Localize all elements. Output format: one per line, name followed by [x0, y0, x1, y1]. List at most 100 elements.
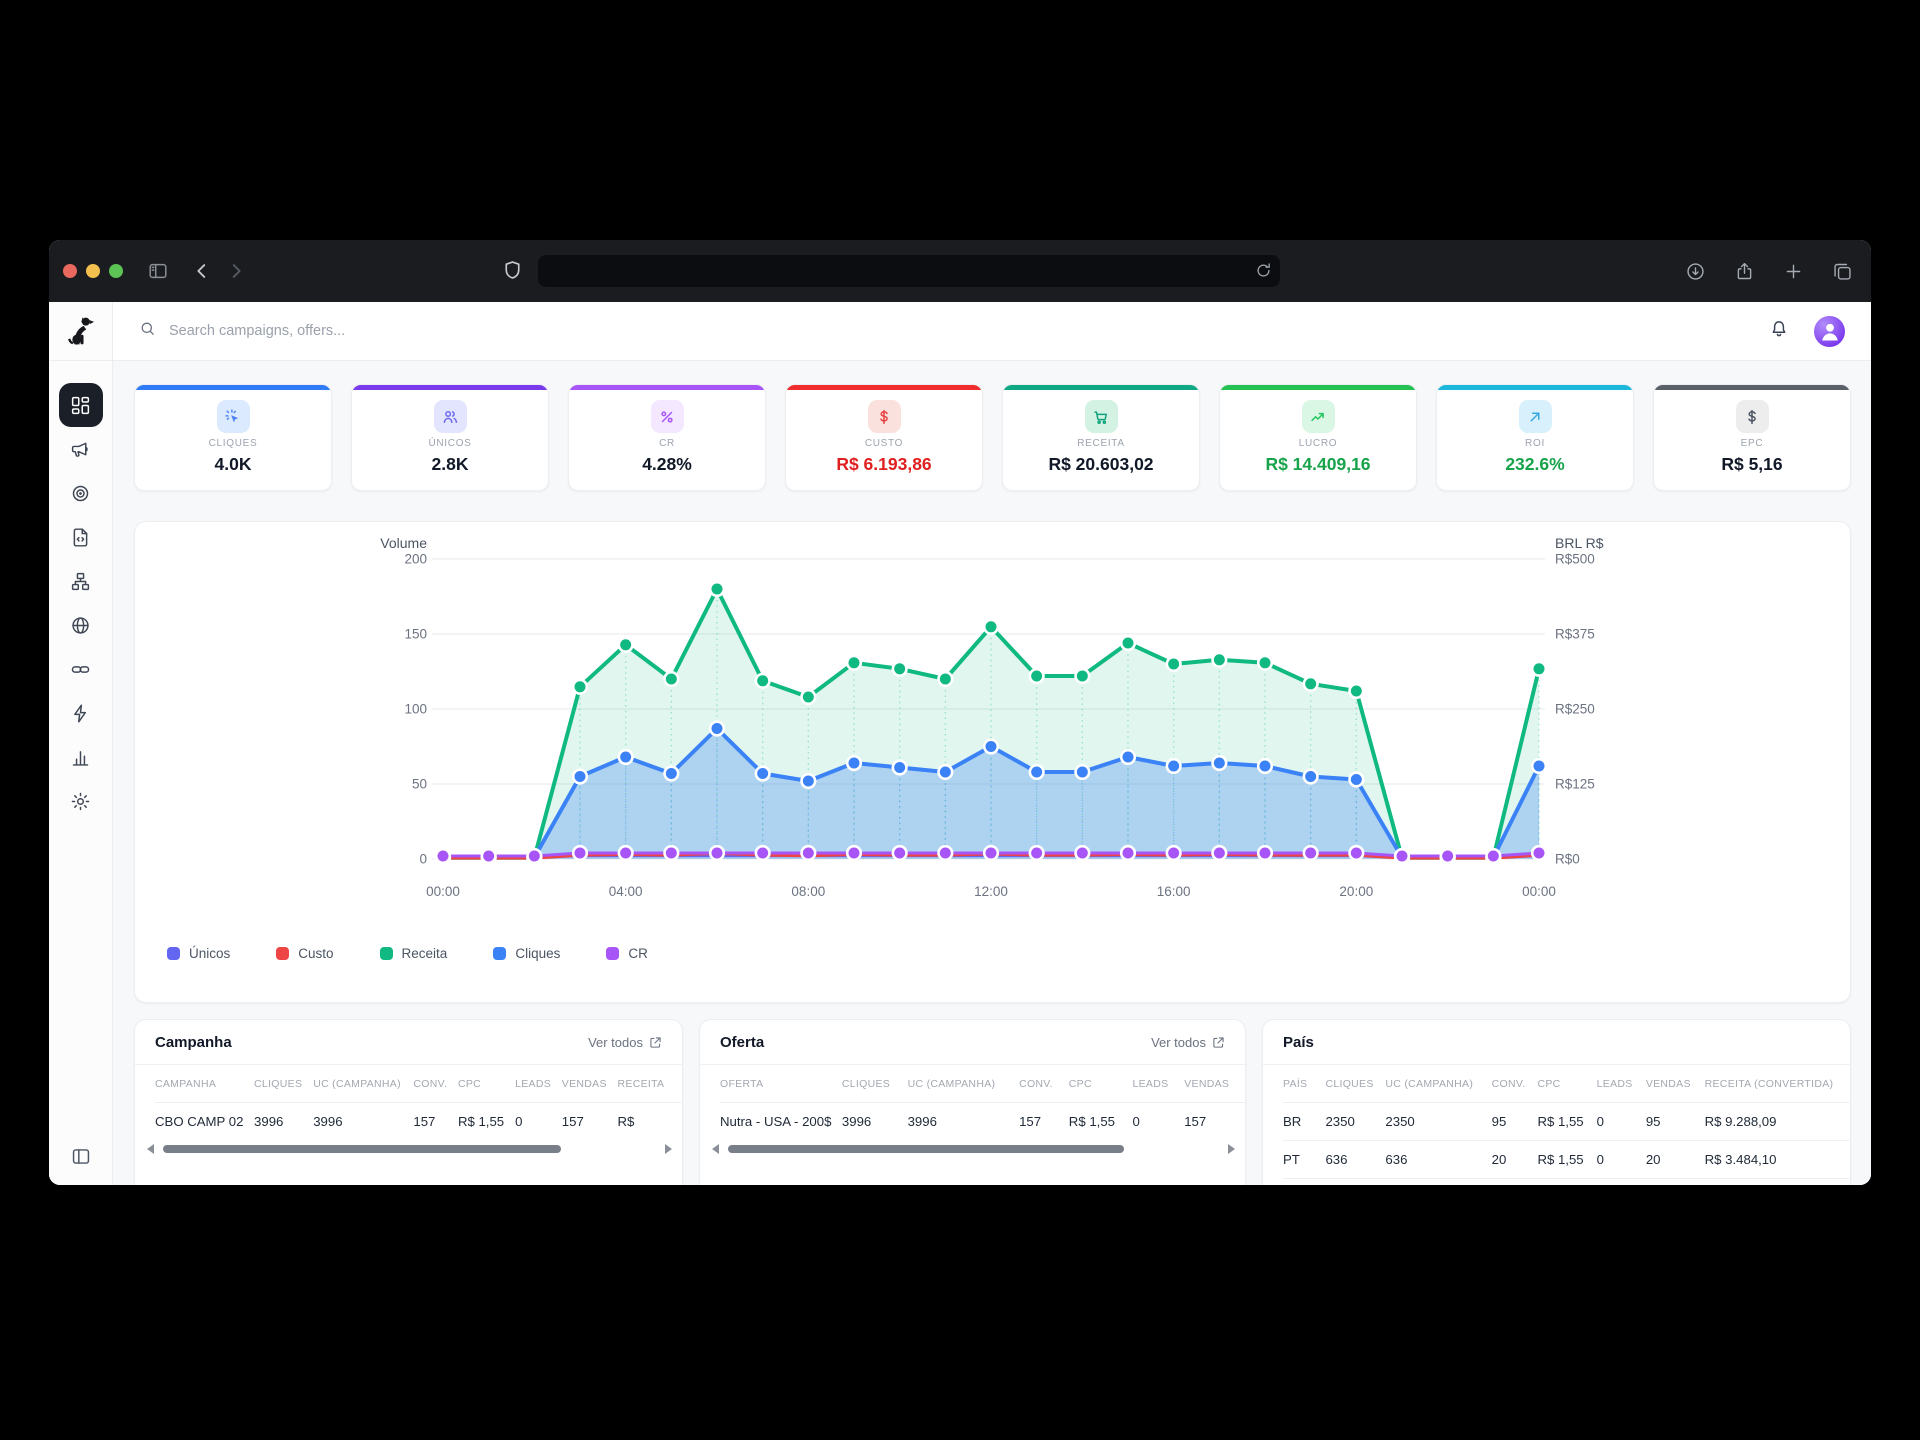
receita-point[interactable] [708, 580, 726, 598]
receita-point[interactable] [937, 670, 954, 688]
receita-point[interactable] [1165, 655, 1182, 673]
cliques-point[interactable] [663, 765, 680, 782]
cr-point[interactable] [1119, 844, 1137, 862]
cr-point[interactable] [617, 844, 634, 862]
sidebar-item-landers[interactable] [59, 515, 103, 559]
scrollbar-track[interactable] [161, 1145, 658, 1153]
receita-point[interactable] [617, 636, 634, 653]
cliques-point[interactable] [754, 765, 771, 782]
minimize-window-button[interactable] [86, 264, 100, 278]
sidebar-collapse-icon[interactable] [70, 1146, 91, 1172]
sidebar-item-funnels[interactable] [59, 559, 103, 603]
sidebar-item-links[interactable] [59, 647, 103, 691]
share-button[interactable] [1734, 261, 1755, 287]
user-avatar[interactable] [1814, 315, 1845, 347]
receita-point[interactable] [1028, 667, 1045, 685]
cliques-point[interactable] [1530, 757, 1548, 775]
cr-point[interactable] [571, 844, 589, 862]
cr-point[interactable] [1165, 844, 1182, 862]
legend-item-receita[interactable]: Receita [379, 946, 447, 961]
cr-point[interactable] [1302, 844, 1319, 862]
table-row[interactable]: BR 2350 2350 95 R$ 1,55 0 95 R$ 9.288,09 [1283, 1102, 1850, 1141]
reload-icon[interactable] [1254, 261, 1273, 285]
cliques-point[interactable] [617, 748, 634, 766]
receita-point[interactable] [1302, 675, 1319, 692]
receita-point[interactable] [800, 688, 817, 706]
sidebar-item-campaigns[interactable] [59, 427, 103, 471]
receita-point[interactable] [891, 660, 908, 677]
cliques-point[interactable] [1165, 757, 1182, 775]
receita-point[interactable] [663, 670, 680, 688]
cliques-point[interactable] [937, 763, 954, 781]
cliques-point[interactable] [1256, 757, 1274, 775]
cliques-point[interactable] [1028, 763, 1045, 781]
legend-item-cr[interactable]: CR [606, 946, 648, 961]
cr-point[interactable] [1028, 844, 1045, 862]
receita-point[interactable] [754, 672, 771, 689]
cr-point[interactable] [754, 844, 771, 862]
shield-icon[interactable] [501, 259, 524, 282]
cr-point[interactable] [434, 847, 452, 865]
sidebar-item-reports[interactable] [59, 735, 103, 779]
forward-button[interactable] [225, 260, 247, 282]
sidebar-item-dashboard[interactable] [58, 383, 103, 427]
cr-point[interactable] [1211, 844, 1228, 862]
notifications-bell-icon[interactable] [1768, 318, 1790, 345]
cliques-point[interactable] [845, 754, 863, 772]
legend-item-custo[interactable]: Custo [276, 946, 334, 961]
cliques-point[interactable] [800, 772, 817, 790]
sidebar-item-settings[interactable] [59, 779, 103, 823]
cr-point[interactable] [663, 844, 680, 862]
see-all-link[interactable]: Ver todos [1151, 1035, 1225, 1050]
cr-point[interactable] [1074, 844, 1091, 862]
horizontal-scrollbar[interactable] [700, 1140, 1245, 1154]
cr-point[interactable] [480, 847, 497, 865]
receita-point[interactable] [1530, 660, 1548, 677]
scroll-right-arrow[interactable] [1228, 1144, 1235, 1154]
receita-point[interactable] [982, 618, 1000, 635]
legend-item-cliques[interactable]: Cliques [493, 946, 560, 961]
tab-overview-button[interactable] [1832, 261, 1853, 287]
scrollbar-track[interactable] [726, 1145, 1221, 1153]
cliques-point[interactable] [571, 768, 589, 785]
sidebar-item-integrations[interactable] [59, 691, 103, 735]
cr-point[interactable] [708, 844, 726, 862]
cr-point[interactable] [845, 844, 863, 862]
scrollbar-thumb[interactable] [728, 1145, 1124, 1153]
downloads-button[interactable] [1685, 261, 1706, 287]
cr-point[interactable] [1439, 847, 1456, 865]
close-window-button[interactable] [63, 264, 77, 278]
cr-point[interactable] [1256, 844, 1274, 862]
cliques-point[interactable] [891, 759, 908, 776]
cr-point[interactable] [1530, 844, 1548, 862]
cr-point[interactable] [891, 844, 908, 862]
legend-item-unicos[interactable]: Únicos [167, 946, 230, 961]
receita-point[interactable] [571, 678, 589, 695]
cr-point[interactable] [1485, 847, 1502, 865]
scroll-right-arrow[interactable] [665, 1144, 672, 1154]
scroll-left-arrow[interactable] [712, 1144, 719, 1154]
scroll-left-arrow[interactable] [147, 1144, 154, 1154]
cliques-point[interactable] [708, 720, 726, 737]
search-input[interactable] [167, 322, 631, 340]
zoom-window-button[interactable] [109, 264, 123, 278]
volume-brl-chart[interactable]: Volume BRL R$ 200 R$500 150 R$375 100 R$250 50 R$… [135, 522, 1851, 934]
cliques-point[interactable] [1348, 771, 1365, 788]
horizontal-scrollbar[interactable] [135, 1140, 682, 1154]
sidebar-item-domains[interactable] [59, 603, 103, 647]
cr-point[interactable] [937, 844, 954, 862]
cr-point[interactable] [526, 847, 543, 865]
cliques-point[interactable] [982, 738, 1000, 755]
cliques-point[interactable] [1302, 768, 1319, 785]
cr-point[interactable] [1348, 844, 1365, 862]
cr-point[interactable] [982, 844, 1000, 862]
receita-point[interactable] [1119, 634, 1137, 652]
cr-point[interactable] [800, 844, 817, 862]
browser-sidebar-toggle-button[interactable] [147, 260, 169, 282]
sidebar-item-offers[interactable] [59, 471, 103, 515]
address-bar[interactable] [538, 255, 1280, 287]
table-row[interactable]: Nutra - USA - 200$ 3996 3996 157 R$ 1,55 0 157 [720, 1102, 1245, 1140]
receita-point[interactable] [1074, 667, 1091, 685]
scrollbar-thumb[interactable] [163, 1145, 561, 1153]
receita-point[interactable] [1348, 682, 1365, 700]
